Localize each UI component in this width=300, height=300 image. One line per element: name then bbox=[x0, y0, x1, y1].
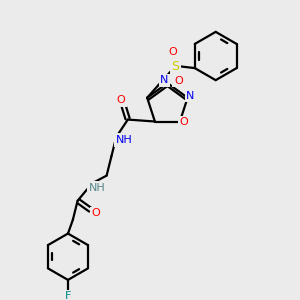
Text: NH: NH bbox=[116, 135, 132, 145]
Text: O: O bbox=[174, 76, 183, 86]
Text: O: O bbox=[92, 208, 100, 218]
Text: N: N bbox=[186, 91, 195, 101]
Text: O: O bbox=[117, 95, 125, 105]
Text: O: O bbox=[168, 47, 177, 57]
Text: O: O bbox=[179, 118, 188, 128]
Text: S: S bbox=[172, 60, 179, 73]
Text: N: N bbox=[160, 75, 169, 85]
Text: F: F bbox=[65, 291, 71, 300]
Text: NH: NH bbox=[88, 183, 105, 193]
